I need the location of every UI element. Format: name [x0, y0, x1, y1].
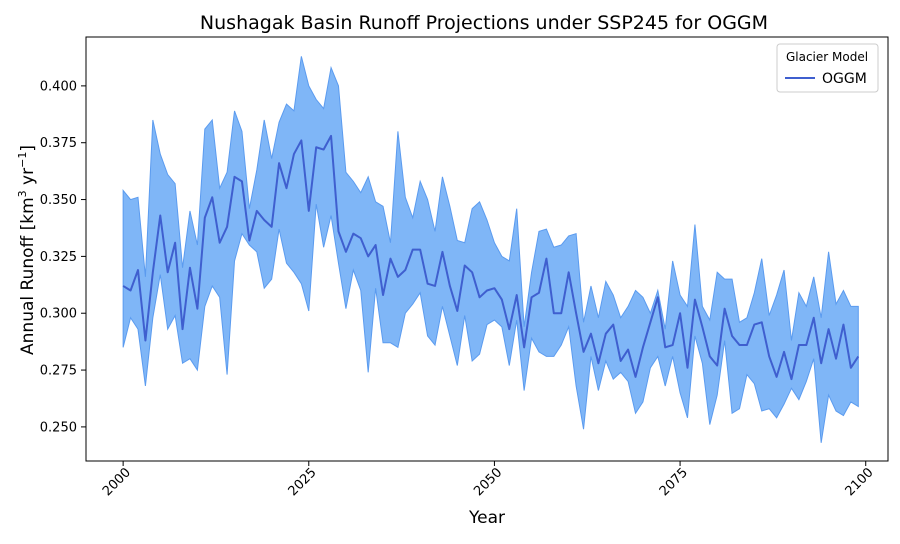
x-tick-label: 2025	[286, 465, 320, 499]
y-tick-label: 0.300	[40, 307, 77, 322]
y-axis: 0.250 0.275 0.300 0.325 0.350 0.375 0.400	[40, 79, 86, 435]
y-axis-label: Annual Runoff [km3 yr−1]	[16, 145, 38, 355]
chart-title: Nushagak Basin Runoff Projections under …	[200, 12, 768, 34]
x-tick-label: 2000	[100, 465, 134, 499]
plot-frame	[85, 36, 889, 462]
series-line-oggm	[122, 134, 860, 381]
y-tick-label: 0.400	[40, 79, 77, 94]
y-tick-label: 0.350	[40, 193, 77, 208]
legend-title: Glacier Model	[786, 50, 868, 64]
y-tick-label: 0.275	[40, 364, 77, 379]
y-tick-label: 0.250	[40, 420, 77, 435]
x-axis-label: Year	[468, 508, 505, 528]
y-tick-label: 0.375	[40, 136, 77, 151]
legend: Glacier Model OGGM	[776, 43, 879, 93]
y-tick-label: 0.325	[40, 250, 77, 265]
x-tick-label: 2075	[657, 465, 691, 499]
plot-area	[122, 56, 860, 443]
x-axis: 2000 2025 2050 2075 2100	[100, 461, 877, 499]
y-axis-label-mid: yr	[18, 168, 38, 190]
runoff-range-band	[122, 56, 859, 443]
x-tick-label: 2050	[471, 465, 505, 499]
legend-entry-oggm: OGGM	[822, 71, 867, 87]
y-axis-label-sup-2: −1	[16, 152, 29, 168]
legend-box	[776, 43, 879, 93]
y-axis-label-end: ]	[18, 145, 38, 152]
x-tick-label: 2100	[843, 465, 877, 499]
y-axis-label-sup-1: 3	[16, 190, 29, 197]
y-axis-label-main: Annual Runoff [km	[18, 197, 38, 355]
